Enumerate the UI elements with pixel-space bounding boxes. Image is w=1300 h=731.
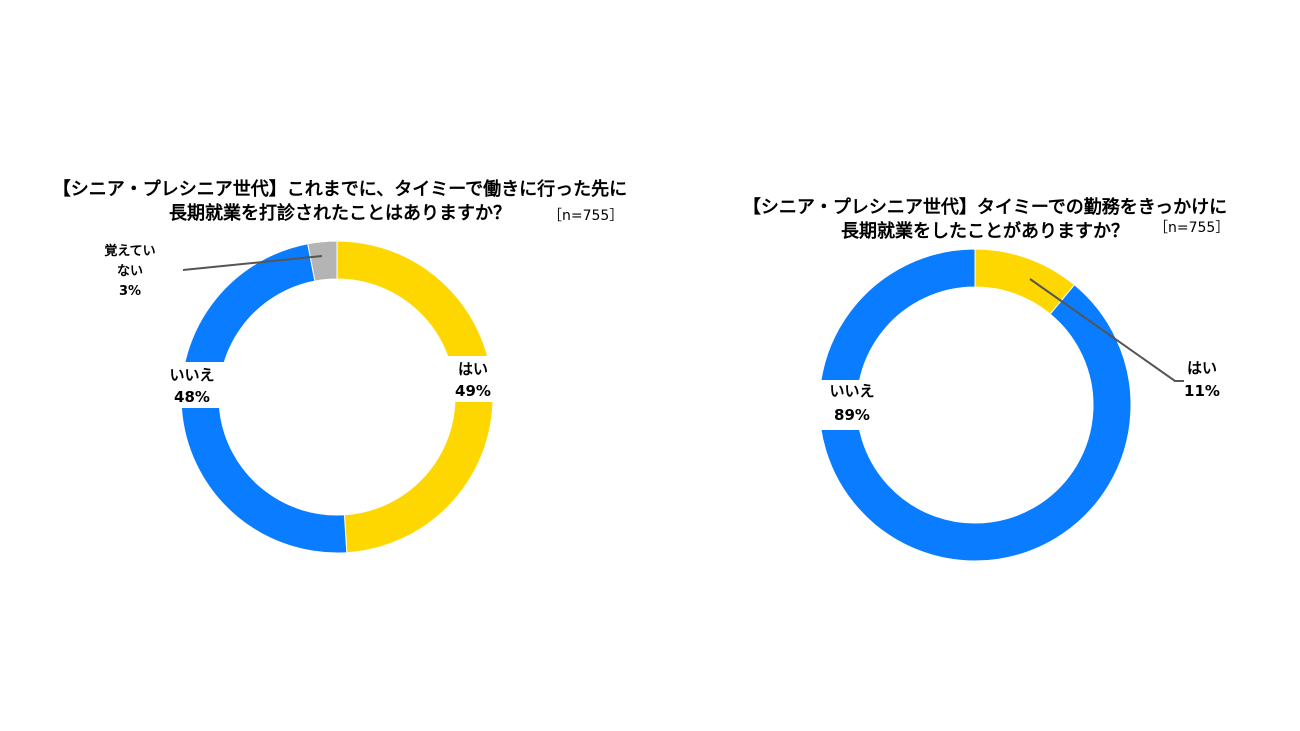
donut-left-slice-0 bbox=[336, 240, 494, 554]
label-hai-left: はい bbox=[458, 360, 488, 378]
chart-title-left-line1: 【シニア・プレシニア世代】これまでに、タイミーで働きに行った先に bbox=[52, 179, 628, 200]
label-hai-right-value: 11% bbox=[1184, 382, 1220, 400]
label-bg-iie-left bbox=[160, 362, 232, 408]
sample-size-left: ［n=755］ bbox=[548, 208, 624, 224]
label-hai-right: はい bbox=[1187, 359, 1217, 377]
chart-panel-right: 【シニア・プレシニア世代】タイミーでの勤務をきっかけに 長期就業をしたことがあり… bbox=[650, 0, 1300, 731]
donut-chart-left: はい 49% いいえ 48% 覚えてい ない 3% bbox=[103, 240, 500, 554]
label-hai-left-value: 49% bbox=[455, 382, 491, 400]
label-iie-left-value: 48% bbox=[174, 388, 210, 406]
label-iie-left: いいえ bbox=[169, 366, 214, 384]
donut-chart-right: はい 11% いいえ 89% bbox=[818, 248, 1220, 562]
sample-size-right: ［n=755］ bbox=[1154, 220, 1230, 236]
leader-line-right bbox=[1029, 278, 1184, 382]
label-iie-right: いいえ bbox=[829, 382, 874, 400]
label-oboete-left: 覚えてい bbox=[103, 243, 155, 259]
chart-title-left-line2: 長期就業を打診されたことはありますか？ bbox=[169, 203, 511, 224]
chart-panel-left: 【シニア・プレシニア世代】これまでに、タイミーで働きに行った先に 長期就業を打診… bbox=[40, 178, 640, 554]
label-oboete-left-value: 3% bbox=[119, 284, 141, 299]
chart-title-right-line1: 【シニア・プレシニア世代】タイミーでの勤務をきっかけに bbox=[742, 197, 1228, 218]
label-oboete-left-2: ない bbox=[117, 264, 143, 279]
label-bg-iie-right bbox=[818, 380, 890, 430]
donut-left-slice-1 bbox=[180, 243, 348, 554]
donut-left-slice-2 bbox=[307, 240, 338, 282]
leader-line-left bbox=[182, 255, 323, 271]
label-iie-right-value: 89% bbox=[834, 406, 870, 424]
chart-title-left: 【シニア・プレシニア世代】これまでに、タイミーで働きに行った先に 長期就業を打診… bbox=[40, 178, 640, 226]
chart-title-right-line2: 長期就業をしたことがありますか？ bbox=[841, 221, 1129, 242]
donut-right-slice-1 bbox=[818, 248, 1132, 562]
label-bg-hai-left bbox=[440, 356, 500, 402]
chart-title-right: 【シニア・プレシニア世代】タイミーでの勤務をきっかけに 長期就業をしたことがあり… bbox=[690, 196, 1280, 244]
